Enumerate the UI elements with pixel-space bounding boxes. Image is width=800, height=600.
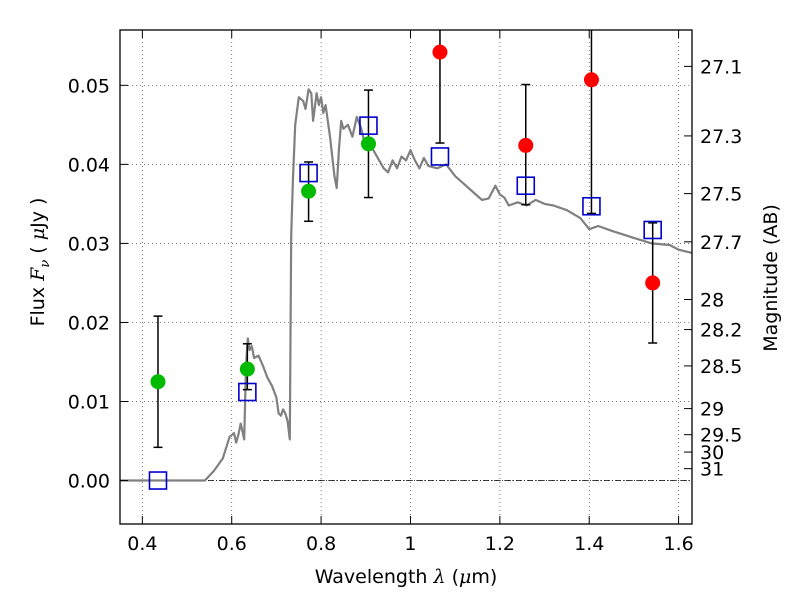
- y-tick-label: 0.03: [68, 233, 110, 255]
- model-flux-square: [359, 116, 378, 135]
- x-axis-label: Wavelength λ (μm): [315, 566, 498, 588]
- x-tick-label: 1.4: [574, 533, 604, 555]
- x-tick-label: 1: [404, 533, 416, 555]
- errorbar-layer: [153, 30, 658, 449]
- x-tick-label: 1.6: [663, 533, 693, 555]
- x-tick-label: 0.8: [306, 533, 336, 555]
- sed-layer: [120, 88, 693, 482]
- y-ticks-layer: 0.00 0.01 0.02 0.03 0.04 0.05: [68, 75, 128, 493]
- model-flux-square: [148, 471, 168, 490]
- model-flux-square: [582, 196, 601, 216]
- x-tick-label: 0.4: [127, 533, 157, 555]
- model-flux-square: [516, 176, 536, 196]
- model-layer: [148, 116, 662, 490]
- observed-flux-point-red: [583, 72, 599, 88]
- sed-spectrum-line: [120, 88, 693, 482]
- x-tick-label: 0.6: [217, 533, 247, 555]
- observed-flux-point-green: [239, 361, 255, 377]
- y-tick-label: 0.04: [68, 154, 110, 176]
- right-tick-label: 29: [700, 399, 724, 421]
- plot-frame: [119, 29, 693, 525]
- observed-flux-point-green: [150, 374, 166, 390]
- right-tick-label: 27.7: [700, 232, 742, 254]
- right-axis-label: Magnitude (AB): [760, 204, 782, 352]
- right-tick-label: 29.5: [700, 425, 742, 447]
- model-flux-square: [299, 163, 318, 183]
- model-flux-square: [643, 220, 662, 240]
- y-tick-label: 0.02: [68, 312, 110, 334]
- observed-flux-point-green: [301, 183, 317, 199]
- right-tick-label: 28.5: [700, 356, 742, 378]
- y-axis-label: Flux Fν ( μJy ): [27, 198, 53, 327]
- model-flux-square: [430, 147, 450, 166]
- model-flux-square: [238, 382, 257, 402]
- right-tick-label: 28.2: [700, 320, 742, 342]
- right-tick-label: 27.5: [700, 184, 742, 206]
- right-tick-label: 27.3: [700, 126, 742, 148]
- right-tick-label: 28: [700, 290, 724, 312]
- x-ticks-layer: 0.4 0.6 0.8 1 1.2 1.4 1.6: [127, 30, 694, 555]
- y-tick-label: 0.01: [68, 391, 110, 413]
- observed-flux-point-red: [645, 275, 661, 291]
- right-tick-label: 30: [700, 442, 724, 464]
- grid-layer: [120, 30, 692, 524]
- x-tick-label: 1.2: [485, 533, 515, 555]
- right-tick-label: 31: [700, 459, 724, 481]
- observed-flux-point-red: [432, 44, 448, 60]
- right-tick-label: 27.1: [700, 56, 742, 78]
- y-tick-label: 0.05: [68, 75, 110, 97]
- y-tick-label: 0.00: [68, 471, 110, 493]
- observed-flux-point-green: [360, 136, 376, 152]
- observed-flux-point-red: [518, 137, 534, 153]
- observed-layer: [150, 44, 661, 390]
